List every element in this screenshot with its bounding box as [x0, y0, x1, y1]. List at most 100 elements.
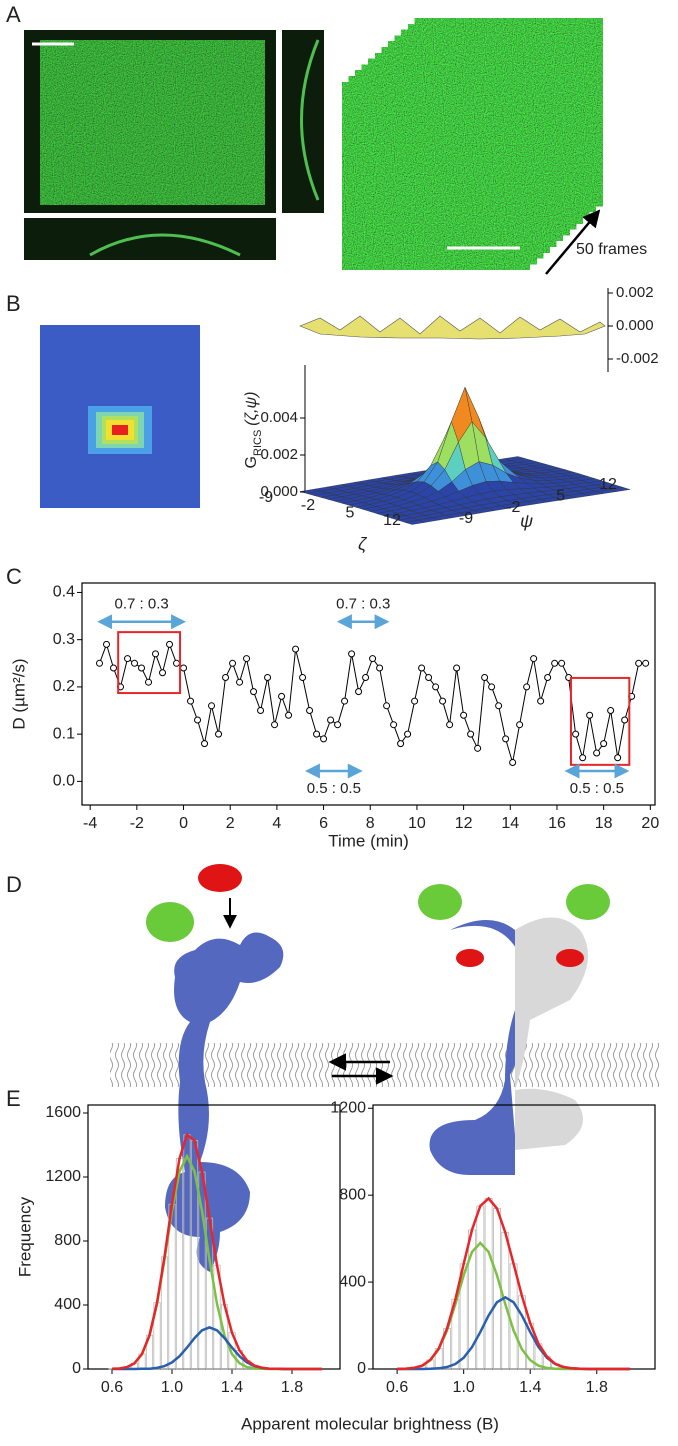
- data-point: [272, 722, 278, 728]
- heatmap-level: [112, 425, 128, 435]
- xi-tick-label: -9: [259, 489, 273, 506]
- tick-label: 0.002: [616, 284, 654, 301]
- x-tick-label: 14: [501, 815, 519, 832]
- psi-tick-label: 5: [556, 488, 565, 505]
- highlight-box: [571, 678, 629, 765]
- data-point: [426, 674, 432, 680]
- y-tick-label: 0.4: [53, 584, 75, 601]
- data-point: [552, 660, 558, 666]
- xi-tick-label: 12: [383, 512, 401, 529]
- data-point: [615, 755, 621, 761]
- y-tick-label: 0: [357, 1360, 366, 1377]
- x-tick-label: -2: [130, 815, 144, 832]
- tick-label: -0.002: [616, 350, 659, 367]
- data-point: [531, 656, 537, 662]
- ligand: [456, 949, 484, 967]
- data-point: [377, 665, 383, 671]
- data-point: [209, 703, 215, 709]
- x-axis-label: Time (min): [328, 831, 409, 850]
- panel-label: B: [6, 291, 21, 316]
- data-point: [342, 698, 348, 704]
- data-point: [293, 646, 299, 652]
- data-point: [160, 670, 166, 676]
- data-point: [111, 665, 117, 671]
- data-point: [370, 656, 376, 662]
- annotation-label: 0.7 : 0.3: [336, 596, 390, 613]
- data-point: [146, 679, 152, 685]
- ligand-domain: [146, 902, 194, 942]
- y-tick-label: 800: [339, 1186, 366, 1203]
- data-point: [405, 731, 411, 737]
- y-axis-label: Frequency: [15, 1196, 34, 1277]
- data-point: [468, 731, 474, 737]
- data-point: [482, 674, 488, 680]
- x-tick-label: 12: [455, 815, 473, 832]
- ligand: [556, 949, 584, 967]
- data-point: [349, 651, 355, 657]
- data-point: [328, 717, 334, 723]
- data-point: [244, 656, 250, 662]
- annotation-label: 0.5 : 0.5: [570, 780, 624, 797]
- frame: [342, 82, 530, 270]
- data-point: [580, 755, 586, 761]
- ligand-domain: [566, 884, 610, 920]
- y-tick-label: 0.3: [53, 631, 75, 648]
- data-point: [181, 665, 187, 671]
- data-point: [608, 708, 614, 714]
- x-tick-label: 1.4: [519, 1379, 541, 1396]
- data-point: [622, 717, 628, 723]
- data-point: [132, 660, 138, 666]
- z-label: G: [243, 456, 260, 468]
- data-point: [524, 684, 530, 690]
- data-point: [202, 741, 208, 747]
- data-point: [279, 693, 285, 699]
- data-point: [398, 741, 404, 747]
- data-point: [321, 736, 327, 742]
- x-tick-label: 16: [548, 815, 566, 832]
- x-tick-label: 8: [366, 815, 375, 832]
- tick-label: 0.002: [260, 446, 298, 463]
- y-tick-label: 1200: [330, 1099, 366, 1116]
- y-tick-label: 0.1: [53, 725, 75, 742]
- x-tick-label: 0: [179, 815, 188, 832]
- psi-tick-label: -9: [459, 510, 473, 527]
- data-point: [230, 660, 236, 666]
- data-point: [447, 722, 453, 728]
- data-point: [195, 717, 201, 723]
- x-tick-label: -4: [83, 815, 97, 832]
- data-point: [587, 712, 593, 718]
- residual-surface: [300, 316, 605, 339]
- data-point: [307, 708, 313, 714]
- data-point: [188, 698, 194, 704]
- psi-tick-label: 12: [599, 476, 617, 493]
- data-point: [643, 660, 649, 666]
- data-point: [174, 660, 180, 666]
- y-tick-label: 0.2: [53, 678, 75, 695]
- data-point: [139, 665, 145, 671]
- data-point: [104, 641, 110, 647]
- data-point: [314, 731, 320, 737]
- tick-label: 0.004: [260, 409, 298, 426]
- data-point: [538, 698, 544, 704]
- data-point: [454, 665, 460, 671]
- data-point: [433, 684, 439, 690]
- psi-axis-label: ψ: [520, 511, 533, 531]
- data-point: [125, 656, 131, 662]
- data-point: [503, 736, 509, 742]
- x-tick-label: 4: [272, 815, 281, 832]
- y-tick-label: 800: [54, 1232, 81, 1249]
- data-point: [517, 722, 523, 728]
- x-tick-label: 1.0: [453, 1379, 475, 1396]
- data-point: [594, 750, 600, 756]
- y-tick-label: 0: [72, 1360, 81, 1377]
- annotation-label: 0.7 : 0.3: [115, 596, 169, 613]
- histogram-bar: [493, 1208, 500, 1369]
- annotation-label: 0.5 : 0.5: [307, 780, 361, 797]
- tick-label: 0.000: [616, 317, 654, 334]
- data-point: [412, 698, 418, 704]
- y-tick-label: 1200: [45, 1168, 81, 1185]
- protein-illustration: [110, 864, 660, 1272]
- data-point: [153, 651, 159, 657]
- y-tick-label: 1600: [45, 1104, 81, 1121]
- panel-label: A: [6, 2, 21, 27]
